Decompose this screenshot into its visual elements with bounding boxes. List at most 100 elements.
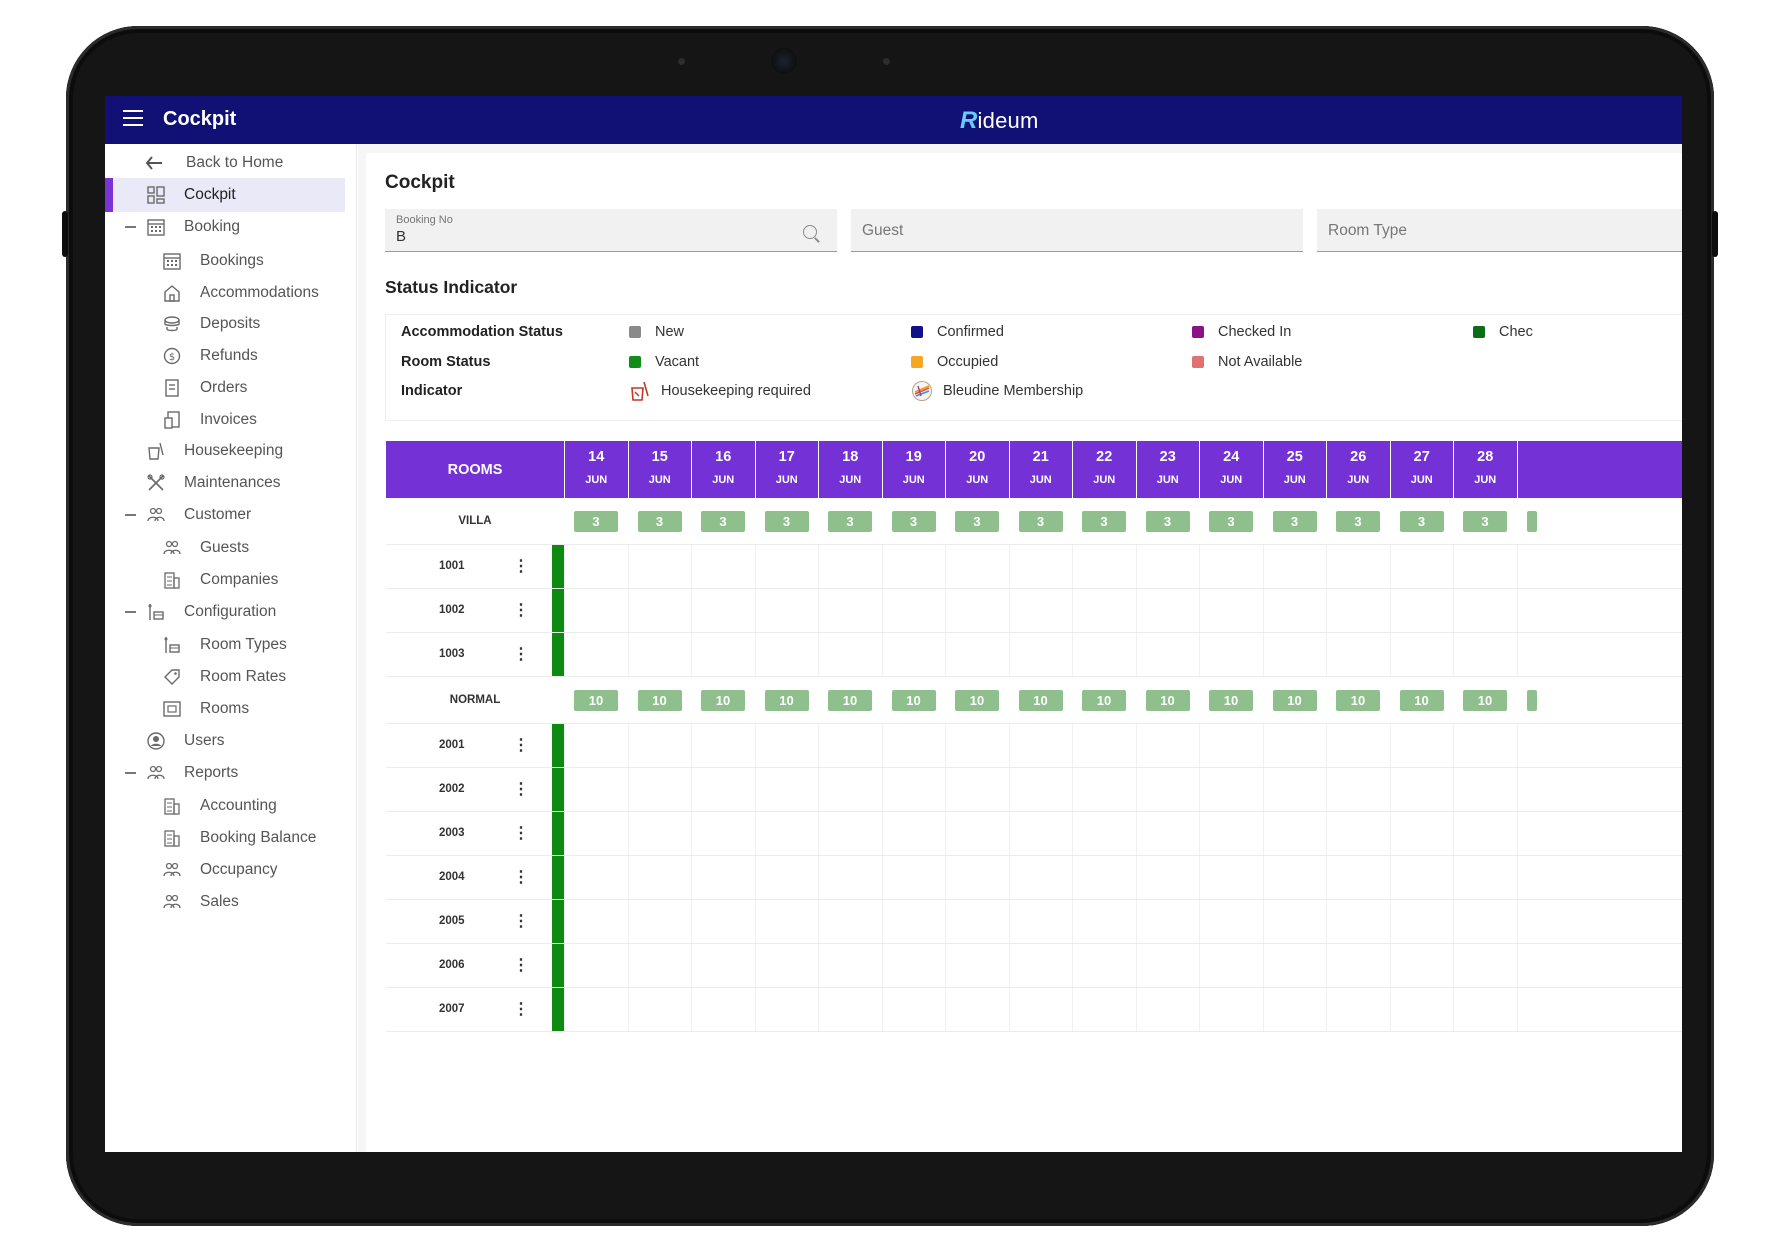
day-cell-divider [564,988,565,1031]
more-options-icon[interactable]: ⋮ [513,737,529,754]
availability-count: 10 [828,690,872,711]
guest-field[interactable]: Guest [851,209,1303,252]
camera-lens [771,48,797,74]
legend-label: Bleudine Membership [943,383,1084,399]
room-row[interactable]: 2003 ⋮ [386,812,1682,856]
sidebar-item-accounting[interactable]: Accounting [105,789,357,823]
sidebar-item-housekeeping[interactable]: Housekeeping [105,434,357,468]
booking-no-field[interactable]: Booking No B [385,209,837,252]
more-options-icon[interactable]: ⋮ [513,646,529,663]
day-number: 15 [651,449,668,465]
sidebar-item-occupancy[interactable]: Occupancy [105,853,357,887]
day-cell-divider [564,589,565,632]
availability-count: 3 [1145,511,1190,532]
room-row[interactable]: 1002 ⋮ [386,589,1682,633]
room-row[interactable]: 2005 ⋮ [386,900,1682,944]
day-cell-divider [945,988,946,1031]
day-column-header: 22 JUN [1072,441,1136,498]
month-label: JUN [1029,474,1052,486]
day-cell-divider [564,812,565,855]
availability-count: 3 [1209,511,1253,532]
sidebar-item-room-types[interactable]: Room Types [105,628,357,662]
search-icon[interactable] [803,225,817,239]
room-status-bar [552,900,565,943]
day-cell-divider [691,856,692,899]
room-group-name: VILLA [458,515,492,527]
sidebar-item-label: Configuration [184,603,277,620]
collapse-minus-icon[interactable] [125,514,136,516]
day-cell-divider [945,900,946,943]
sidebar-item-deposits[interactable]: Deposits [105,307,357,341]
room-row[interactable]: 2004 ⋮ [386,856,1682,900]
collapse-minus-icon[interactable] [125,226,136,228]
svg-text:$: $ [169,352,175,363]
more-options-icon[interactable]: ⋮ [513,869,529,886]
sidebar-item-reports[interactable]: Reports [105,756,357,790]
sidebar-item-label: Bookings [200,252,264,269]
more-options-icon[interactable]: ⋮ [513,913,529,930]
day-cell-divider [1326,944,1327,987]
sidebar-item-users[interactable]: Users [105,724,357,758]
sidebar-item-guests[interactable]: Guests [105,531,357,565]
day-cell-divider [881,988,883,1031]
sidebar-item-invoices[interactable]: Invoices [105,403,357,437]
more-options-icon[interactable]: ⋮ [513,1001,529,1018]
day-cell-divider [1135,856,1137,899]
back-to-home-link[interactable]: Back to Home [105,146,357,180]
brand-logo: Rideum [960,107,1039,134]
sidebar-item-label: Sales [200,893,239,910]
room-row[interactable]: 2006 ⋮ [386,944,1682,988]
sidebar-item-sales[interactable]: Sales [105,885,357,919]
day-cell-divider [1453,545,1454,588]
sidebar-item-accommodations[interactable]: Accommodations [105,276,357,310]
day-cell-divider [1389,812,1391,855]
collapse-minus-icon[interactable] [125,611,136,613]
sidebar-item-customer[interactable]: Customer [105,498,357,532]
day-column-header: 23 JUN [1135,441,1200,498]
room-row[interactable]: 1003 ⋮ [386,633,1682,677]
room-row[interactable]: 1001 ⋮ [386,545,1682,589]
day-cell-divider [945,545,946,588]
sidebar-item-maintenances[interactable]: Maintenances [105,466,357,500]
sidebar-item-refunds[interactable]: $ Refunds [105,339,357,373]
availability-count: 3 [1272,511,1317,532]
more-options-icon[interactable]: ⋮ [513,558,529,575]
legend-label: Checked In [1218,324,1292,340]
status-swatch [911,326,923,338]
day-cell-divider [1453,633,1454,676]
sensor-dot [883,58,890,65]
sidebar-item-booking-balance[interactable]: Booking Balance [105,821,357,855]
sidebar-item-rooms[interactable]: Rooms [105,692,357,726]
collapse-minus-icon[interactable] [125,772,136,774]
sidebar-item-booking[interactable]: Booking [105,210,357,244]
sidebar-item-room-rates[interactable]: Room Rates [105,660,357,694]
accommodation-legend-item: Chec [1473,324,1533,340]
room-type-field[interactable]: Room Type [1317,209,1682,252]
day-cell-divider [1453,768,1454,811]
room-row[interactable]: 2001 ⋮ [386,724,1682,768]
month-label: JUN [712,474,735,486]
more-options-icon[interactable]: ⋮ [513,602,529,619]
sidebar-item-cockpit[interactable]: Cockpit [105,178,345,212]
side-button [62,211,68,257]
day-number: 16 [715,449,732,465]
sidebar-item-orders[interactable]: Orders [105,371,357,405]
more-options-icon[interactable]: ⋮ [513,825,529,842]
hamburger-menu-icon[interactable] [123,110,143,130]
day-cell-divider [1199,545,1200,588]
room-row[interactable]: 2002 ⋮ [386,768,1682,812]
more-options-icon[interactable]: ⋮ [513,781,529,798]
sidebar-item-companies[interactable]: Companies [105,563,357,597]
day-cell-divider [881,633,883,676]
room-row[interactable]: 2007 ⋮ [386,988,1682,1032]
main-content: Cockpit Booking No B Guest Room Type Sta… [358,144,1682,1152]
coins-icon [161,313,183,335]
day-cell-divider [1072,589,1073,632]
sidebar-item-configuration[interactable]: Configuration [105,595,357,629]
sidebar-item-bookings[interactable]: Bookings [105,244,357,278]
calendar-icon [145,216,167,238]
sidebar-item-label: Accounting [200,797,277,814]
availability-count: 3 [764,511,809,532]
building-icon [161,827,183,849]
more-options-icon[interactable]: ⋮ [513,957,529,974]
